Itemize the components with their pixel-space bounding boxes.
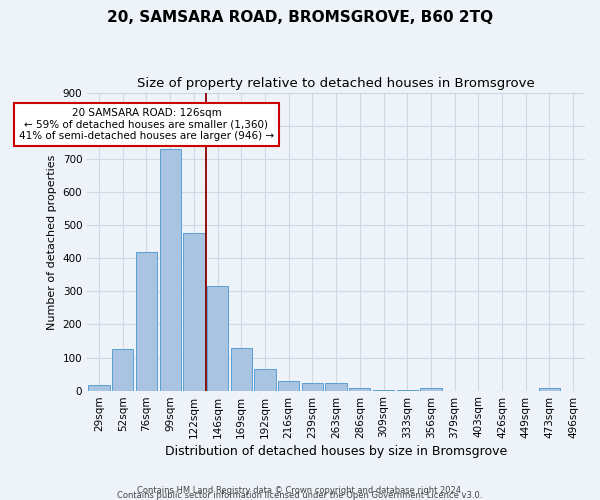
Y-axis label: Number of detached properties: Number of detached properties xyxy=(47,154,57,330)
X-axis label: Distribution of detached houses by size in Bromsgrove: Distribution of detached houses by size … xyxy=(165,444,507,458)
Bar xyxy=(349,388,370,390)
Bar xyxy=(160,150,181,390)
Bar xyxy=(539,388,560,390)
Bar xyxy=(325,384,347,390)
Bar xyxy=(230,348,252,391)
Bar xyxy=(302,384,323,390)
Bar xyxy=(183,232,205,390)
Bar xyxy=(254,369,275,390)
Text: Contains HM Land Registry data © Crown copyright and database right 2024.: Contains HM Land Registry data © Crown c… xyxy=(137,486,463,495)
Bar xyxy=(112,349,133,391)
Bar xyxy=(207,286,228,391)
Bar xyxy=(420,388,442,390)
Text: 20 SAMSARA ROAD: 126sqm
← 59% of detached houses are smaller (1,360)
41% of semi: 20 SAMSARA ROAD: 126sqm ← 59% of detache… xyxy=(19,108,274,141)
Bar xyxy=(278,382,299,390)
Bar xyxy=(88,384,110,390)
Text: 20, SAMSARA ROAD, BROMSGROVE, B60 2TQ: 20, SAMSARA ROAD, BROMSGROVE, B60 2TQ xyxy=(107,10,493,25)
Text: Contains public sector information licensed under the Open Government Licence v3: Contains public sector information licen… xyxy=(118,491,482,500)
Title: Size of property relative to detached houses in Bromsgrove: Size of property relative to detached ho… xyxy=(137,78,535,90)
Bar xyxy=(136,252,157,390)
